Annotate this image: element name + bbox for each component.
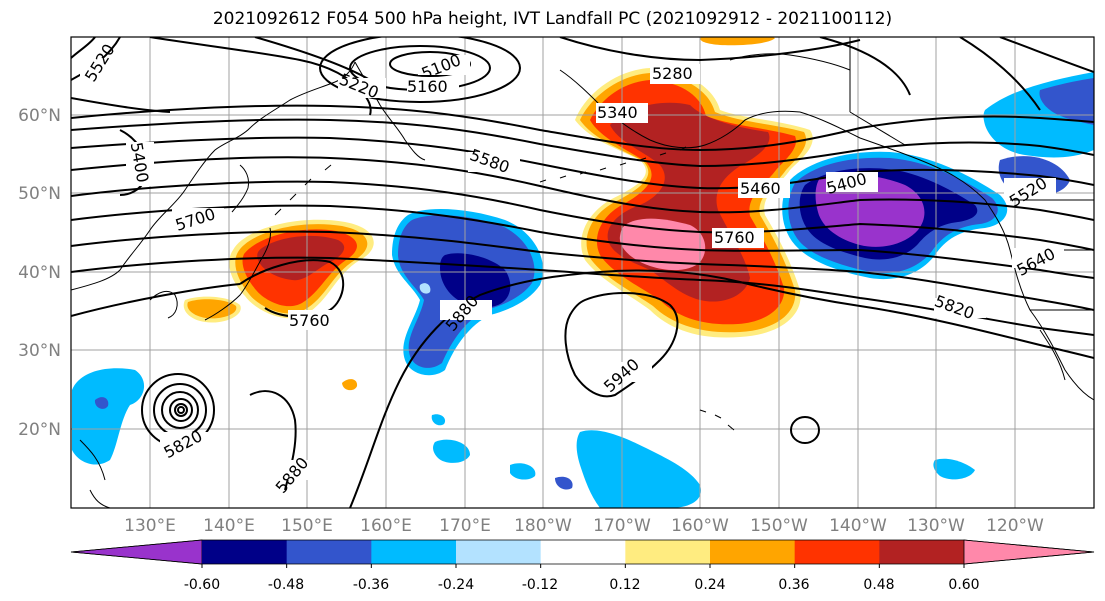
longitude-labels: 130°E 140°E 150°E 160°E 170°E 180°W 170°… xyxy=(124,516,1044,536)
map-frame xyxy=(70,36,1095,509)
lat-label: 20°N xyxy=(18,420,61,440)
colorbar-tick-label: 0.24 xyxy=(694,577,725,593)
lat-label: 30°N xyxy=(18,341,61,361)
colorbar-tick-label: -0.36 xyxy=(353,577,389,593)
lon-label: 120°W xyxy=(986,516,1044,536)
lon-label: 150°E xyxy=(281,516,333,536)
colorbar-bin xyxy=(202,540,288,564)
latitude-labels: 60°N 50°N 40°N 30°N 20°N xyxy=(18,106,61,440)
lon-label: 170°W xyxy=(593,516,651,536)
contour-label: 5460 xyxy=(740,179,781,198)
contour-label: 5760 xyxy=(289,311,330,330)
lon-label: 140°W xyxy=(829,516,887,536)
contour-label: 5340 xyxy=(597,103,638,122)
colorbar-bin xyxy=(710,540,796,564)
colorbar-tick-label: 0.48 xyxy=(863,577,894,593)
lon-label: 150°W xyxy=(750,516,808,536)
lat-label: 60°N xyxy=(18,106,61,126)
lon-label: 180°W xyxy=(514,516,572,536)
contour-labels: 5520 5220 5100 5160 5280 5340 5460 5580 … xyxy=(80,41,1064,497)
colorbar-bin xyxy=(879,540,965,564)
colorbar-extension-high xyxy=(963,539,1095,565)
ivt-negative-shading xyxy=(72,72,1094,508)
graticule xyxy=(71,37,1094,508)
contour-label: 5280 xyxy=(652,64,693,83)
colorbar-tick-labels: -0.60 -0.48 -0.36 -0.24 -0.12 0.12 0.24 … xyxy=(184,577,980,593)
contour-label: 5760 xyxy=(714,228,755,247)
lon-label: 130°E xyxy=(124,516,176,536)
contour-label: 5160 xyxy=(407,77,448,96)
lon-label: 160°W xyxy=(671,516,729,536)
colorbar-bin xyxy=(625,540,711,564)
colorbar-tick-label: -0.24 xyxy=(438,577,474,593)
colorbar-bin xyxy=(371,540,457,564)
colorbar-tick-label: 0.12 xyxy=(609,577,640,593)
map-title: 2021092612 F054 500 hPa height, IVT Land… xyxy=(212,9,893,29)
lon-label: 130°W xyxy=(907,516,965,536)
lon-label: 170°E xyxy=(439,516,491,536)
colorbar-bin xyxy=(286,540,372,564)
colorbar-tick-label: -0.48 xyxy=(268,577,304,593)
colorbar-tick-label: 0.60 xyxy=(948,577,979,593)
colorbar-bin xyxy=(794,540,880,564)
lon-label: 160°E xyxy=(360,516,412,536)
colorbar-tick-label: -0.60 xyxy=(184,577,220,593)
lat-label: 50°N xyxy=(18,184,61,204)
colorbar-tick-label: 0.36 xyxy=(778,577,809,593)
colorbar-bin xyxy=(456,540,542,564)
lon-label: 140°E xyxy=(203,516,255,536)
colorbar-bin xyxy=(540,540,626,564)
lat-label: 40°N xyxy=(18,263,61,283)
colorbar-extension-low xyxy=(70,539,203,565)
height-contours xyxy=(71,37,1094,508)
colorbar xyxy=(70,539,1095,568)
colorbar-tick-label: -0.12 xyxy=(522,577,558,593)
